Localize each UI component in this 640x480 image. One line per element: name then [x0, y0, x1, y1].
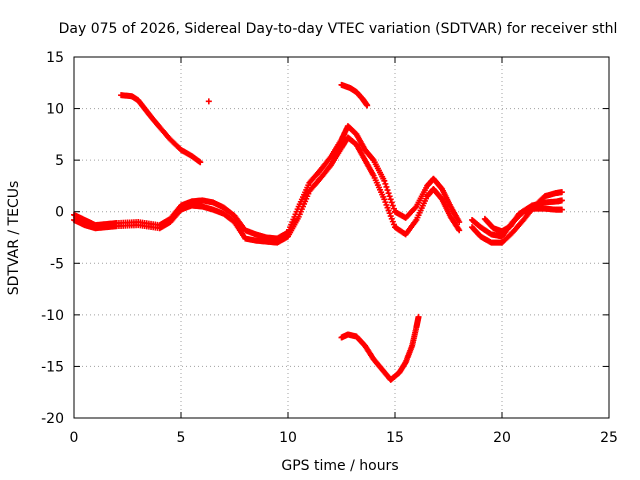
x-tick-label: 20: [493, 430, 511, 446]
data-point: [389, 202, 396, 209]
data-point: [558, 206, 565, 213]
data-point: [456, 219, 463, 226]
y-tick-label: -15: [41, 359, 64, 375]
data-point: [381, 177, 388, 184]
series-main-band-b: [71, 134, 463, 246]
x-tick-label: 25: [600, 430, 618, 446]
x-tick-label: 0: [70, 430, 79, 446]
data-point: [385, 190, 392, 197]
data-point: [364, 102, 371, 109]
data-point: [369, 156, 376, 163]
series-isolated-point: [205, 98, 212, 105]
x-axis-label: GPS time / hours: [281, 458, 398, 474]
chart-title: Day 075 of 2026, Sidereal Day-to-day VTE…: [59, 21, 618, 37]
data-point: [558, 189, 565, 196]
data-point: [382, 180, 389, 187]
data-point: [456, 227, 463, 234]
data-point: [197, 159, 204, 166]
data-point: [383, 183, 390, 190]
grid-layer: [74, 57, 609, 418]
y-tick-label: -5: [50, 256, 64, 272]
series-lower-arc: [338, 313, 422, 383]
series-upper-arc: [118, 92, 204, 166]
data-point: [412, 204, 419, 211]
plot-frame: [73, 56, 610, 419]
y-tick-label: -10: [41, 308, 64, 324]
data-point: [386, 193, 393, 200]
data-point: [415, 313, 422, 320]
x-tick-label: 5: [177, 430, 186, 446]
series-short-arc: [338, 81, 371, 109]
y-tick-label: 5: [55, 153, 64, 169]
data-point: [384, 187, 391, 194]
y-tick-label: 15: [46, 50, 64, 66]
y-axis-label: SDTVAR / TECUs: [6, 181, 22, 296]
data-point: [558, 197, 565, 204]
series-late-band-c: [481, 197, 565, 235]
data-points-layer: [71, 81, 565, 383]
y-tick-label: 0: [55, 205, 64, 221]
y-tick-label: -20: [41, 411, 64, 427]
axis-ticks: 0 5 10 15 20 25 15 10 5 0 -5 -10 -15 -20: [41, 50, 618, 446]
data-point: [390, 205, 397, 212]
series-late-band-b: [469, 205, 565, 240]
x-tick-label: 10: [279, 430, 297, 446]
data-point: [205, 98, 212, 105]
data-point: [388, 199, 395, 206]
data-point: [387, 196, 394, 203]
x-tick-label: 15: [386, 430, 404, 446]
y-tick-label: 10: [46, 102, 64, 118]
